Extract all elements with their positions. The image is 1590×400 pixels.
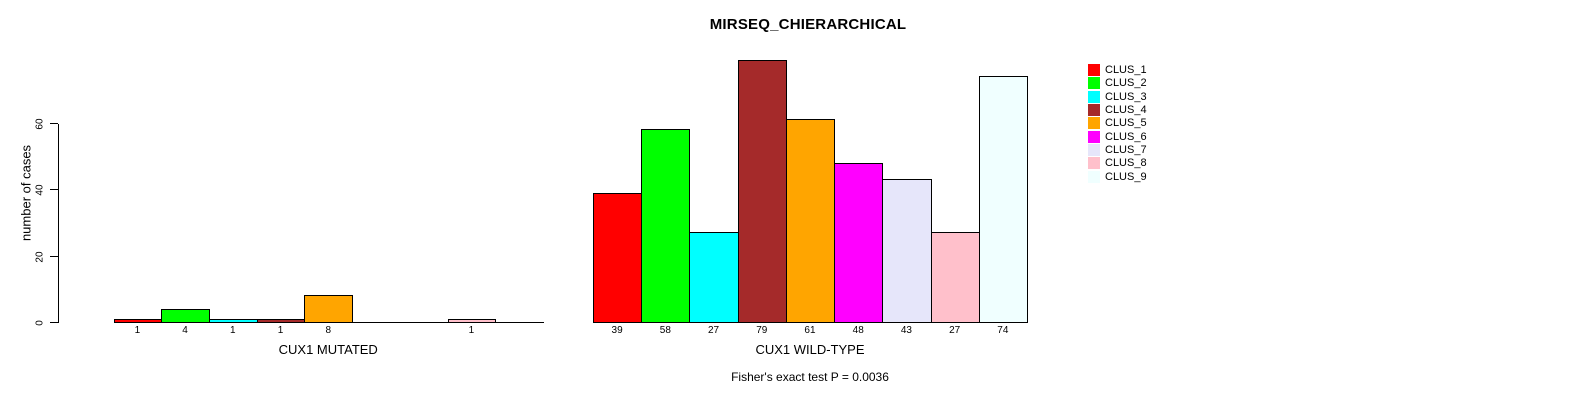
bar-CLUS_1 (593, 192, 643, 323)
legend-swatch-icon (1088, 130, 1100, 143)
legend-item-CLUS_4: CLUS_4 (1088, 104, 1147, 117)
legend-label: CLUS_1 (1105, 64, 1147, 76)
x-axis-label-wild-type: CUX1 WILD-TYPE (755, 342, 865, 357)
legend-swatch-icon (1088, 170, 1100, 183)
legend-swatch-icon (1088, 77, 1100, 90)
y-tick-label: 20 (34, 251, 46, 263)
chart-title: MIRSEQ_CHIERARCHICAL (709, 16, 907, 33)
bar-CLUS_5 (304, 295, 354, 323)
y-axis-label: number of cases (18, 144, 34, 242)
fisher-test-caption: Fisher's exact test P = 0.0036 (731, 370, 889, 384)
bar-value-label: 39 (611, 325, 623, 336)
legend-swatch-icon (1088, 157, 1100, 170)
bar-CLUS_8 (447, 318, 497, 323)
legend-label: CLUS_8 (1105, 157, 1147, 170)
legend-swatch-icon (1088, 90, 1100, 103)
bar-CLUS_3 (689, 232, 739, 323)
x-axis-label-mutated: CUX1 MUTATED (278, 342, 378, 357)
bar-value-label: 74 (997, 325, 1009, 336)
legend-swatch-icon (1088, 117, 1100, 130)
bar-value-label: 79 (756, 325, 768, 336)
bar-CLUS_4 (737, 59, 787, 323)
bar-CLUS_2 (161, 308, 210, 323)
bar-value-label: 1 (277, 325, 284, 336)
legend-item-CLUS_9: CLUS_9 (1088, 170, 1147, 183)
legend-swatch-icon (1088, 144, 1100, 157)
bar-CLUS_2 (641, 129, 691, 323)
legend-item-CLUS_8: CLUS_8 (1088, 157, 1147, 170)
y-tick-label: 40 (34, 184, 46, 196)
bar-value-label: 61 (804, 325, 816, 336)
bar-CLUS_6 (834, 162, 884, 323)
bar-value-label: 4 (182, 325, 188, 336)
y-tick-mark (50, 122, 58, 124)
y-axis-line (58, 123, 59, 323)
legend-item-CLUS_2: CLUS_2 (1088, 77, 1147, 90)
bar-value-label: 1 (468, 325, 475, 336)
legend-label: CLUS_6 (1105, 130, 1147, 143)
bar-CLUS_3 (208, 318, 258, 323)
bar-value-label: 58 (659, 325, 671, 336)
bar-CLUS_8 (930, 232, 980, 323)
legend-item-CLUS_6: CLUS_6 (1088, 130, 1147, 143)
legend-swatch-icon (1088, 64, 1100, 76)
legend-label: CLUS_9 (1105, 170, 1147, 183)
legend-swatch-icon (1088, 104, 1100, 117)
legend-label: CLUS_2 (1105, 77, 1147, 90)
legend-label: CLUS_3 (1105, 90, 1147, 103)
legend-item-CLUS_7: CLUS_7 (1088, 144, 1147, 157)
bar-CLUS_4 (256, 318, 306, 323)
bar-CLUS_5 (785, 119, 836, 323)
bar-value-label: 27 (949, 325, 961, 336)
bar-CLUS_7 (882, 179, 932, 323)
legend-item-CLUS_3: CLUS_3 (1088, 90, 1147, 103)
legend-label: CLUS_4 (1105, 104, 1147, 117)
legend-label: CLUS_7 (1105, 144, 1147, 157)
y-tick-mark (50, 322, 58, 323)
bar-CLUS_9 (978, 76, 1028, 323)
bar-CLUS_1 (113, 318, 163, 323)
bar-value-label: 43 (900, 325, 912, 336)
legend-item-CLUS_1: CLUS_1 (1088, 64, 1147, 76)
y-tick-mark (50, 255, 58, 257)
bar-value-label: 48 (852, 325, 864, 336)
bar-value-label: 8 (325, 325, 332, 336)
y-tick-label: 0 (34, 320, 46, 326)
legend-label: CLUS_5 (1105, 117, 1147, 130)
bar-value-label: 1 (134, 325, 141, 336)
bar-value-label: 27 (707, 325, 720, 336)
legend-item-CLUS_5: CLUS_5 (1088, 117, 1147, 130)
y-tick-mark (50, 189, 58, 191)
bar-value-label: 1 (230, 325, 236, 336)
y-tick-label: 60 (34, 118, 46, 130)
